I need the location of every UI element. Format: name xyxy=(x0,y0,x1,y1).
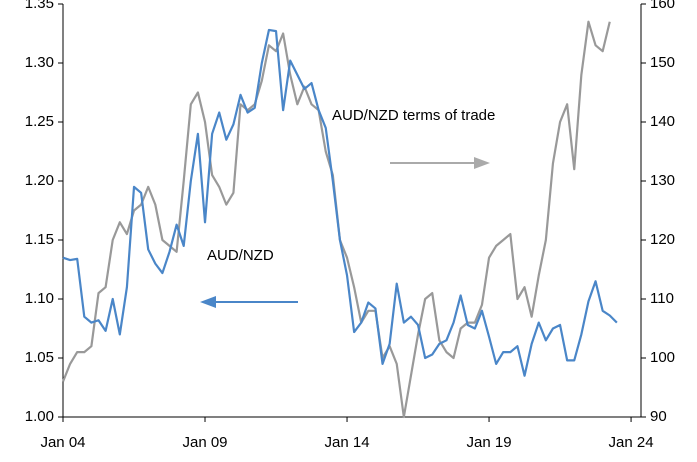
y2-tick-label: 120 xyxy=(650,231,675,248)
x-tick-label: Jan 09 xyxy=(182,434,227,451)
y-tick-label: 1.15 xyxy=(25,231,54,248)
y2-tick-label: 90 xyxy=(650,408,667,425)
x-tick-label: Jan 19 xyxy=(467,434,512,451)
arrow-head xyxy=(200,296,216,308)
series-label: AUD/NZD xyxy=(207,247,274,264)
y-tick-label: 1.05 xyxy=(25,349,54,366)
series-line xyxy=(62,28,618,377)
series-label: AUD/NZD terms of trade xyxy=(332,107,495,124)
y-tick-label: 1.20 xyxy=(25,172,54,189)
y-tick-label: 1.30 xyxy=(25,54,54,71)
y2-tick-label: 130 xyxy=(650,172,675,189)
y-tick-label: 1.00 xyxy=(25,408,54,425)
y2-tick-label: 160 xyxy=(650,0,675,12)
x-tick-label: Jan 04 xyxy=(40,434,85,451)
y-tick-label: 1.35 xyxy=(25,0,54,12)
y-tick-label: 1.10 xyxy=(25,290,54,307)
x-tick-label: Jan 14 xyxy=(325,434,370,451)
y2-tick-label: 100 xyxy=(650,349,675,366)
x-tick-label: Jan 24 xyxy=(609,434,654,451)
y2-tick-label: 110 xyxy=(650,290,674,307)
y2-tick-label: 140 xyxy=(650,113,675,130)
y2-tick-label: 150 xyxy=(650,54,675,71)
arrow-head xyxy=(474,157,490,169)
y-tick-label: 1.25 xyxy=(25,113,54,130)
